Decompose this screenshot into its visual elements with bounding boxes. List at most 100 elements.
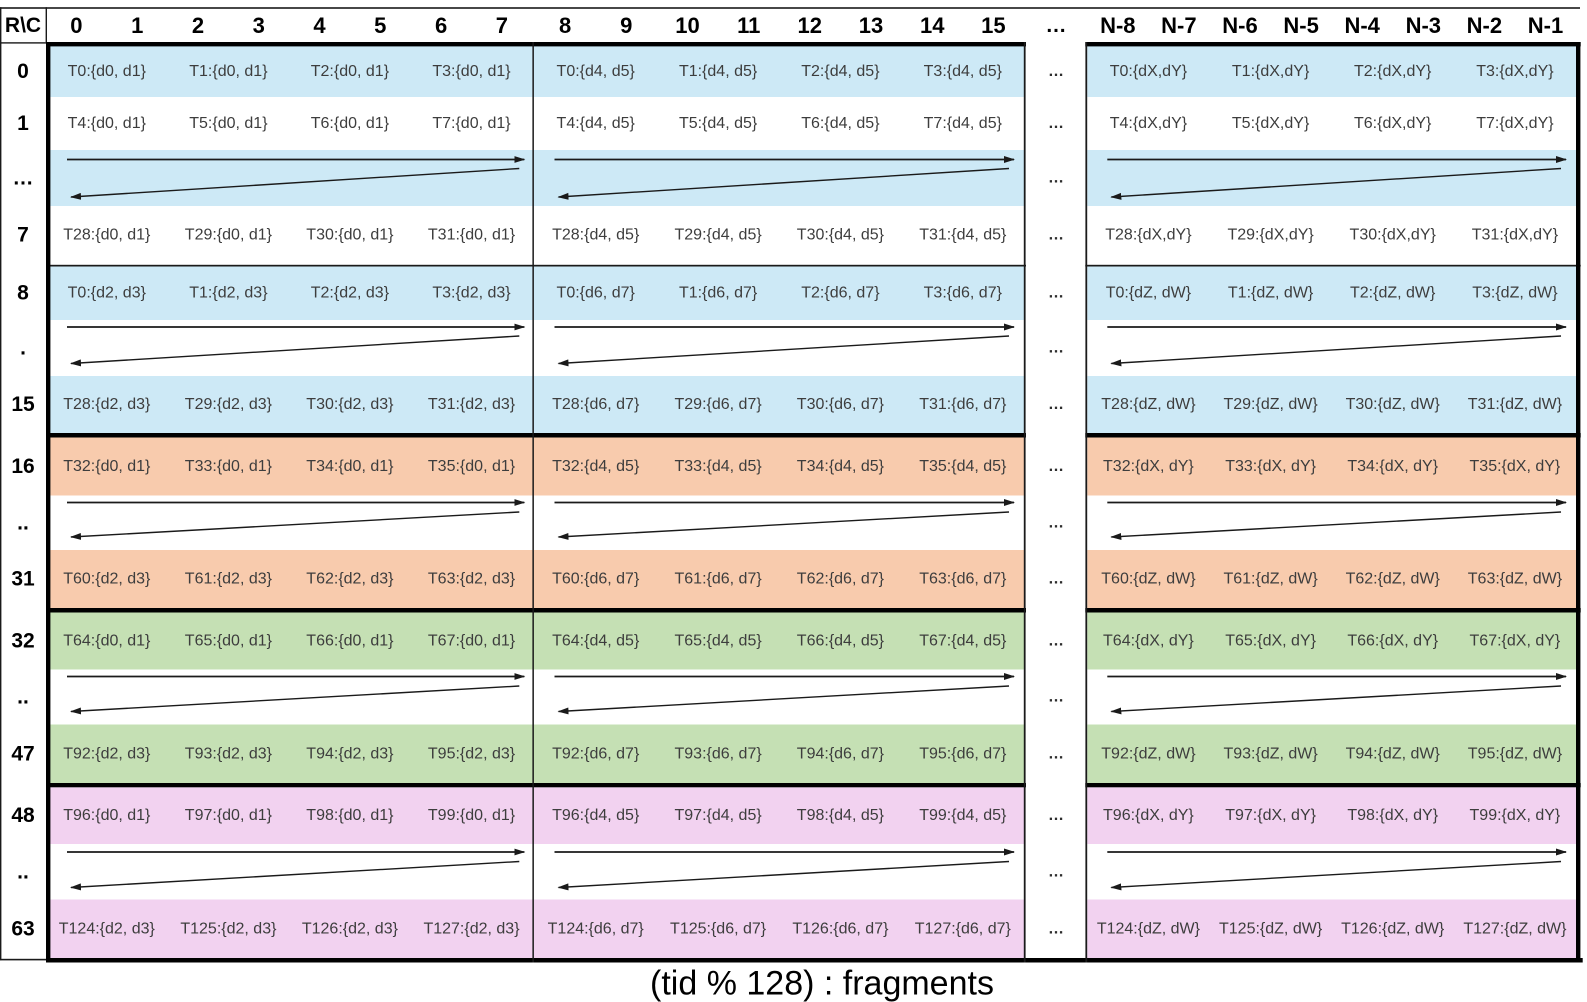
svg-text:T92:{d2, d3}: T92:{d2, d3} xyxy=(63,745,151,762)
svg-text:T7:{d0, d1}: T7:{d0, d1} xyxy=(432,115,511,132)
svg-text:63: 63 xyxy=(11,917,34,940)
svg-text:T0:{d0, d1}: T0:{d0, d1} xyxy=(68,63,147,80)
svg-text:T62:{dZ, dW}: T62:{dZ, dW} xyxy=(1346,571,1441,588)
svg-text:T28:{d2, d3}: T28:{d2, d3} xyxy=(63,396,151,413)
svg-text:T3:{dX,dY}: T3:{dX,dY} xyxy=(1476,63,1554,80)
svg-text:N-6: N-6 xyxy=(1222,13,1257,38)
svg-text:T95:{d6, d7}: T95:{d6, d7} xyxy=(919,745,1007,762)
svg-text:T30:{d4, d5}: T30:{d4, d5} xyxy=(797,227,885,244)
svg-text:48: 48 xyxy=(11,804,35,827)
svg-text:T29:{dX,dY}: T29:{dX,dY} xyxy=(1227,227,1314,244)
svg-text:N-2: N-2 xyxy=(1467,13,1502,38)
svg-text:47: 47 xyxy=(11,742,34,765)
svg-text:T2:{d2, d3}: T2:{d2, d3} xyxy=(311,285,390,302)
svg-text:T7:{d4, d5}: T7:{d4, d5} xyxy=(924,115,1003,132)
svg-text:T96:{d0, d1}: T96:{d0, d1} xyxy=(63,807,151,824)
svg-text:T30:{d2, d3}: T30:{d2, d3} xyxy=(306,396,394,413)
svg-text:T66:{dX, dY}: T66:{dX, dY} xyxy=(1347,633,1438,650)
svg-text:T61:{d6, d7}: T61:{d6, d7} xyxy=(675,571,763,588)
svg-text:0: 0 xyxy=(70,13,82,38)
svg-text:T126:{d2, d3}: T126:{d2, d3} xyxy=(302,920,399,937)
svg-text:T61:{dZ, dW}: T61:{dZ, dW} xyxy=(1223,571,1318,588)
svg-text:T2:{dZ, dW}: T2:{dZ, dW} xyxy=(1350,285,1436,302)
svg-text:..: .. xyxy=(17,686,29,709)
svg-text:T94:{d6, d7}: T94:{d6, d7} xyxy=(797,745,885,762)
svg-text:T65:{dX, dY}: T65:{dX, dY} xyxy=(1225,633,1316,650)
svg-text:T35:{d0, d1}: T35:{d0, d1} xyxy=(428,458,516,475)
svg-text:T4:{d0, d1}: T4:{d0, d1} xyxy=(68,115,147,132)
svg-text:T127:{d2, d3}: T127:{d2, d3} xyxy=(423,920,520,937)
svg-text:(tid % 128) : fragments: (tid % 128) : fragments xyxy=(650,965,994,1002)
svg-text:5: 5 xyxy=(374,13,386,38)
svg-text:T29:{d4, d5}: T29:{d4, d5} xyxy=(675,227,763,244)
svg-text:T30:{d6, d7}: T30:{d6, d7} xyxy=(797,396,885,413)
svg-text:T94:{d2, d3}: T94:{d2, d3} xyxy=(306,745,394,762)
svg-text:6: 6 xyxy=(435,13,447,38)
svg-text:T92:{d6, d7}: T92:{d6, d7} xyxy=(552,745,640,762)
svg-text:T0:{d2, d3}: T0:{d2, d3} xyxy=(68,285,147,302)
svg-text:1: 1 xyxy=(131,13,143,38)
svg-text:2: 2 xyxy=(192,13,204,38)
svg-text:16: 16 xyxy=(11,455,34,478)
svg-text:T0:{dZ, dW}: T0:{dZ, dW} xyxy=(1106,285,1192,302)
svg-text:T62:{d6, d7}: T62:{d6, d7} xyxy=(797,571,885,588)
svg-text:R\C: R\C xyxy=(5,14,41,37)
svg-text:T93:{dZ, dW}: T93:{dZ, dW} xyxy=(1223,745,1318,762)
svg-text:T33:{d0, d1}: T33:{d0, d1} xyxy=(185,458,273,475)
svg-text:T67:{dX, dY}: T67:{dX, dY} xyxy=(1470,633,1561,650)
svg-text:T6:{dX,dY}: T6:{dX,dY} xyxy=(1354,115,1432,132)
svg-text:T67:{d0, d1}: T67:{d0, d1} xyxy=(428,633,516,650)
svg-text:31: 31 xyxy=(11,568,35,591)
svg-text:T3:{d0, d1}: T3:{d0, d1} xyxy=(432,63,511,80)
svg-text:…: … xyxy=(1048,514,1064,531)
svg-text:T65:{d4, d5}: T65:{d4, d5} xyxy=(675,633,763,650)
svg-text:T28:{d4, d5}: T28:{d4, d5} xyxy=(552,227,640,244)
svg-text:T1:{d2, d3}: T1:{d2, d3} xyxy=(189,285,268,302)
svg-text:T125:{d6, d7}: T125:{d6, d7} xyxy=(670,920,767,937)
svg-text:T4:{d4, d5}: T4:{d4, d5} xyxy=(557,115,636,132)
svg-text:T93:{d6, d7}: T93:{d6, d7} xyxy=(675,745,763,762)
svg-text:T127:{d6, d7}: T127:{d6, d7} xyxy=(915,920,1012,937)
svg-text:…: … xyxy=(1048,920,1064,937)
svg-text:T2:{dX,dY}: T2:{dX,dY} xyxy=(1354,63,1432,80)
svg-text:…: … xyxy=(1048,396,1064,413)
svg-text:…: … xyxy=(1048,115,1064,132)
svg-text:T64:{d4, d5}: T64:{d4, d5} xyxy=(552,633,640,650)
svg-text:T34:{dX, dY}: T34:{dX, dY} xyxy=(1347,458,1438,475)
svg-text:15: 15 xyxy=(981,13,1005,38)
svg-text:T30:{dX,dY}: T30:{dX,dY} xyxy=(1350,227,1437,244)
svg-text:.: . xyxy=(20,337,26,360)
svg-text:T35:{dX, dY}: T35:{dX, dY} xyxy=(1470,458,1561,475)
svg-text:1: 1 xyxy=(17,112,29,135)
svg-text:T29:{dZ, dW}: T29:{dZ, dW} xyxy=(1223,396,1318,413)
svg-text:8: 8 xyxy=(559,13,571,38)
svg-text:T95:{dZ, dW}: T95:{dZ, dW} xyxy=(1468,745,1563,762)
svg-text:T1:{d4, d5}: T1:{d4, d5} xyxy=(679,63,758,80)
svg-text:T28:{dX,dY}: T28:{dX,dY} xyxy=(1105,227,1192,244)
svg-text:T1:{dX,dY}: T1:{dX,dY} xyxy=(1232,63,1310,80)
svg-text:…: … xyxy=(1046,14,1067,37)
svg-text:T3:{dZ, dW}: T3:{dZ, dW} xyxy=(1472,285,1558,302)
svg-text:T28:{d6, d7}: T28:{d6, d7} xyxy=(552,396,640,413)
svg-text:T98:{d0, d1}: T98:{d0, d1} xyxy=(306,807,394,824)
svg-text:T31:{d6, d7}: T31:{d6, d7} xyxy=(919,396,1007,413)
svg-text:T1:{d6, d7}: T1:{d6, d7} xyxy=(679,285,758,302)
svg-text:…: … xyxy=(1048,285,1064,302)
svg-text:T97:{dX, dY}: T97:{dX, dY} xyxy=(1225,807,1316,824)
svg-text:…: … xyxy=(1048,863,1064,880)
svg-text:T5:{d4, d5}: T5:{d4, d5} xyxy=(679,115,758,132)
svg-text:T60:{d6, d7}: T60:{d6, d7} xyxy=(552,571,640,588)
svg-text:T66:{d4, d5}: T66:{d4, d5} xyxy=(797,633,885,650)
svg-text:…: … xyxy=(1048,170,1064,187)
svg-text:T6:{d4, d5}: T6:{d4, d5} xyxy=(801,115,880,132)
svg-text:T28:{d0, d1}: T28:{d0, d1} xyxy=(63,227,151,244)
svg-text:T64:{d0, d1}: T64:{d0, d1} xyxy=(63,633,151,650)
svg-text:T60:{dZ, dW}: T60:{dZ, dW} xyxy=(1101,571,1196,588)
svg-text:T3:{d4, d5}: T3:{d4, d5} xyxy=(924,63,1003,80)
svg-text:T61:{d2, d3}: T61:{d2, d3} xyxy=(185,571,273,588)
svg-text:T63:{dZ, dW}: T63:{dZ, dW} xyxy=(1468,571,1563,588)
svg-text:..: .. xyxy=(17,860,29,883)
svg-text:4: 4 xyxy=(313,13,326,38)
svg-text:T31:{dZ, dW}: T31:{dZ, dW} xyxy=(1468,396,1563,413)
svg-text:N-7: N-7 xyxy=(1161,13,1196,38)
